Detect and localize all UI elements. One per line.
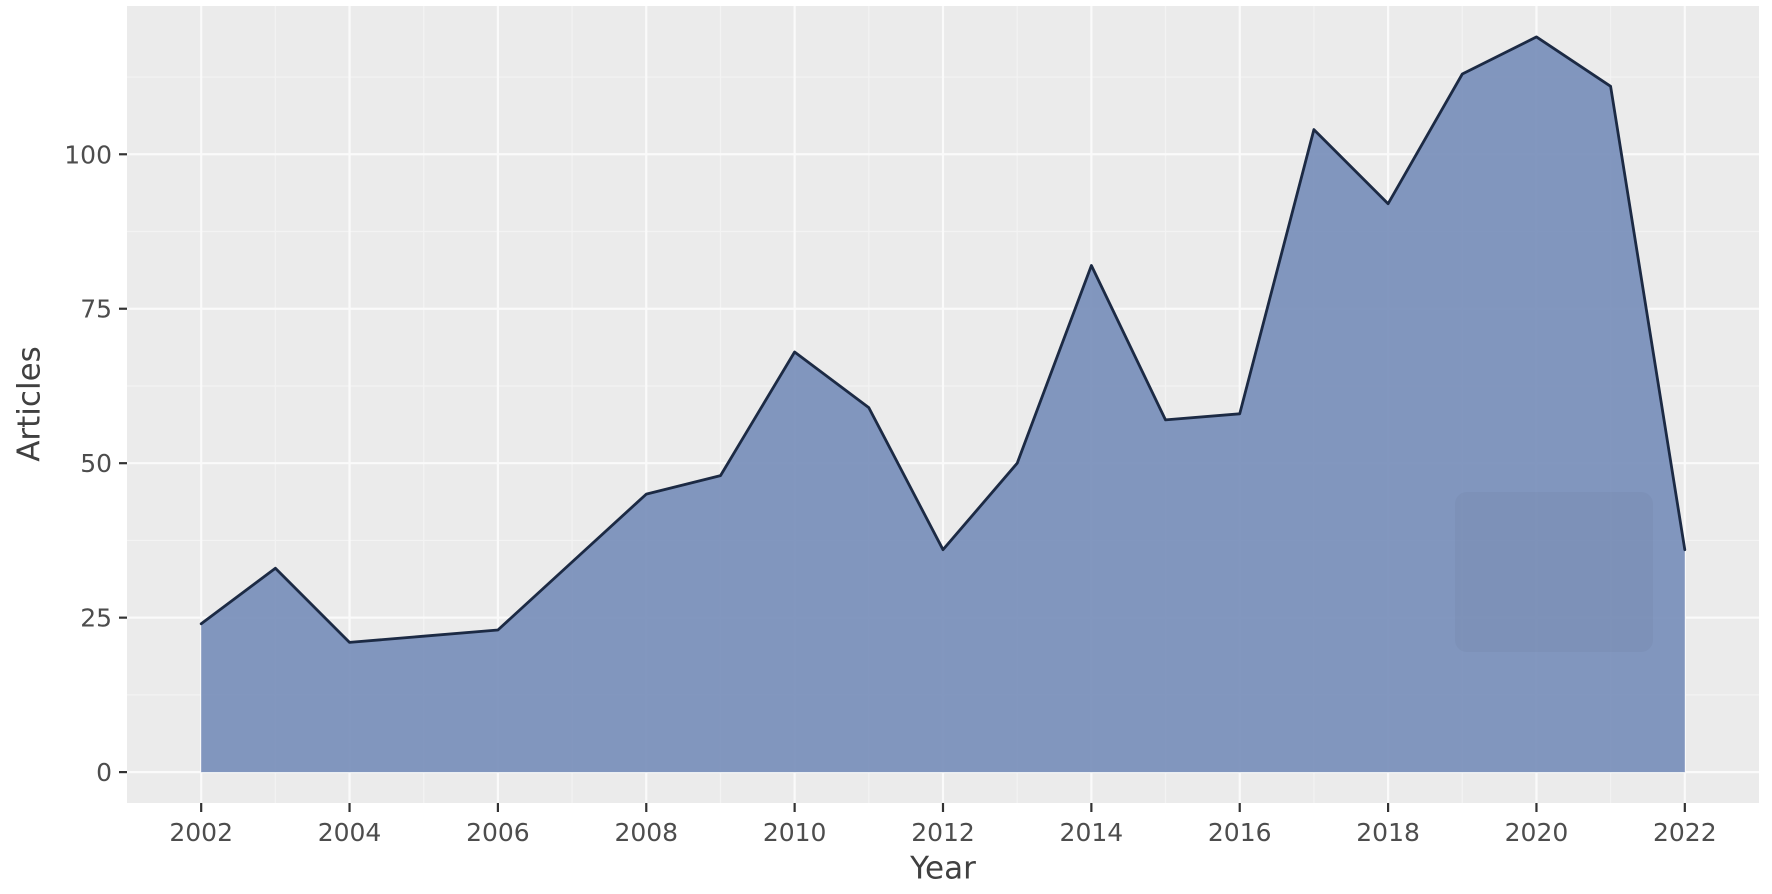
watermark-artifact [1455,492,1653,652]
trend-line [199,35,1687,644]
x-axis-title: Year [910,850,976,887]
x-tick-label: 2022 [1653,818,1717,847]
x-tick-label: 2004 [318,818,382,847]
x-tick-label: 2018 [1356,818,1420,847]
area-fill [201,36,1685,773]
y-tick-label: 75 [80,295,112,324]
x-tick-label: 2006 [466,818,530,847]
x-tick-label: 2002 [169,818,233,847]
x-tick-label: 2014 [1060,818,1124,847]
y-tick-label: 50 [80,449,112,478]
y-tick-label: 25 [80,604,112,633]
y-tick-label: 100 [64,140,112,169]
y-tick-label: 0 [96,758,112,787]
x-tick-label: 2008 [614,818,678,847]
y-axis-title: Articles [11,346,48,462]
x-tick-label: 2016 [1208,818,1272,847]
x-tick-label: 2012 [911,818,975,847]
x-tick-label: 2020 [1505,818,1569,847]
x-tick-label: 2010 [763,818,827,847]
